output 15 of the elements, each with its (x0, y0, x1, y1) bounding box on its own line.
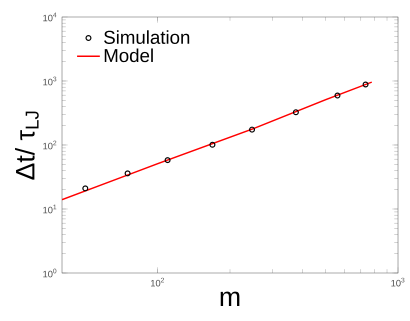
legend-label: Model (104, 48, 153, 62)
x-axis-title: m (220, 292, 240, 306)
y-tick-label: 10$^{3}$ (43, 76, 56, 86)
point (249, 126, 256, 133)
point (82, 185, 88, 192)
y-tick-label: 10$^{1}$ (43, 204, 56, 214)
point (124, 170, 131, 176)
point (292, 109, 299, 116)
y-tick-label: 10$^{4}$ (43, 12, 56, 22)
y-tick-label: 10$^{2}$ (43, 140, 56, 150)
point (334, 92, 340, 99)
legend-label: Simulation (104, 30, 190, 44)
point (209, 142, 216, 148)
y-tick-label: 10$^{0}$ (43, 268, 56, 278)
y-axis-title: Δt/ τ$_{LJ}$ (15, 112, 39, 180)
